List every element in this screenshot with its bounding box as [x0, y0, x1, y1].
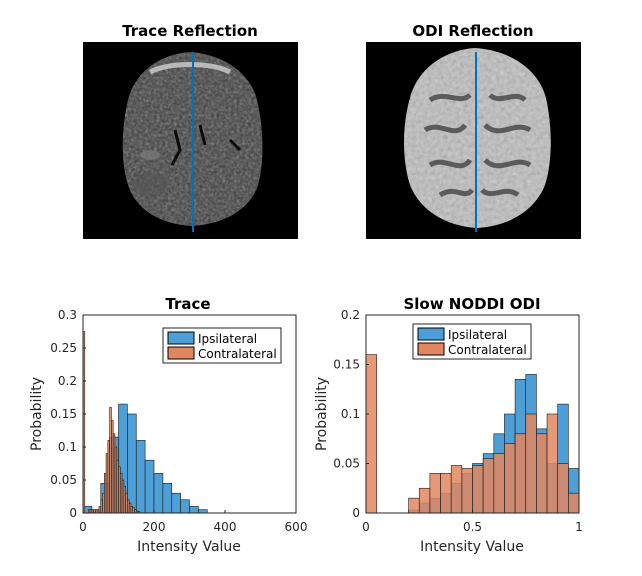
x-tick-label: 1 [575, 520, 583, 534]
legend: Ipsilateral Contralateral [412, 323, 532, 360]
chart-title: Slow NODDI ODI [403, 295, 540, 313]
ipsilateral-bar [135, 440, 146, 514]
y-axis-label: Probability [29, 377, 45, 451]
y-tick-label: 0.25 [50, 341, 77, 355]
legend-swatch-contralateral [417, 342, 445, 356]
contralateral-bar [440, 473, 452, 514]
contralateral-bar [450, 465, 463, 514]
contralateral-bar [365, 354, 377, 514]
contralateral-bar [493, 453, 505, 514]
odi-reflection-title: ODI Reflection [412, 22, 533, 40]
y-tick-label: 0 [352, 506, 360, 520]
contralateral-bar [568, 492, 580, 514]
y-tick-label: 0.1 [341, 407, 360, 421]
legend: Ipsilateral Contralateral [162, 327, 282, 364]
contralateral-bar [418, 487, 431, 514]
ipsilateral-bar [171, 492, 181, 514]
trace-reflection-title: Trace Reflection [122, 22, 258, 40]
x-tick-label: 600 [285, 520, 308, 534]
trace-reflection-panel: Trace Reflection [83, 22, 298, 239]
contralateral-bar [429, 473, 441, 514]
legend-swatch-contralateral [167, 346, 195, 360]
y-tick-label: 0.05 [333, 457, 360, 471]
x-axis-label: Intensity Value [137, 539, 241, 555]
x-tick-label: 200 [143, 520, 166, 534]
odi-histogram: Slow NODDI ODI 0 0.5 1 0 0.05 0.1 0.15 0.2 Inte… [314, 295, 583, 555]
y-tick-label: 0.05 [50, 473, 77, 487]
y-tick-label: 0.2 [341, 308, 360, 322]
ipsilateral-bar [153, 473, 164, 514]
legend-swatch-ipsilateral [167, 331, 195, 345]
contralateral-bar [546, 413, 558, 514]
ipsilateral-bar [189, 506, 199, 514]
ipsilateral-bar [144, 459, 155, 514]
contralateral-bar [536, 433, 548, 514]
contralateral-bar [472, 465, 484, 514]
contralateral-bar [408, 497, 420, 514]
legend-label-ipsilateral: Ipsilateral [198, 332, 257, 346]
legend-label-contralateral: Contralateral [448, 343, 527, 357]
y-tick-label: 0.2 [58, 374, 77, 388]
chart-title: Trace [165, 295, 210, 313]
odi-brain-image [404, 48, 551, 228]
y-tick-label: 0.3 [58, 308, 77, 322]
x-tick-label: 0 [79, 520, 87, 534]
y-tick-label: 0.15 [333, 358, 360, 372]
contralateral-bar [461, 468, 473, 514]
contralateral-bar [482, 458, 495, 514]
contralateral-bar [557, 463, 569, 514]
odi-reflection-panel: ODI Reflection [366, 22, 581, 239]
x-tick-label: 400 [214, 520, 237, 534]
legend-label-ipsilateral: Ipsilateral [448, 328, 507, 342]
contralateral-bar [525, 413, 537, 514]
x-axis-label: Intensity Value [420, 539, 524, 555]
ipsilateral-bar [127, 413, 137, 514]
contralateral-bar [504, 443, 516, 514]
contralateral-bar [514, 433, 527, 514]
trace-histogram: Trace 0 200 400 600 0 0.05 0.1 0.15 0.2 0.25 0.3 I… [29, 295, 307, 555]
legend-swatch-ipsilateral [417, 327, 445, 341]
y-tick-label: 0.15 [50, 407, 77, 421]
y-tick-label: 0.1 [58, 440, 77, 454]
legend-label-contralateral: Contralateral [198, 347, 277, 361]
ipsilateral-bar [162, 482, 173, 514]
x-tick-label: 0.5 [463, 520, 482, 534]
x-tick-label: 0 [362, 520, 370, 534]
y-tick-label: 0 [69, 506, 77, 520]
ipsilateral-bar [180, 499, 190, 514]
y-axis-label: Probability [314, 377, 330, 451]
